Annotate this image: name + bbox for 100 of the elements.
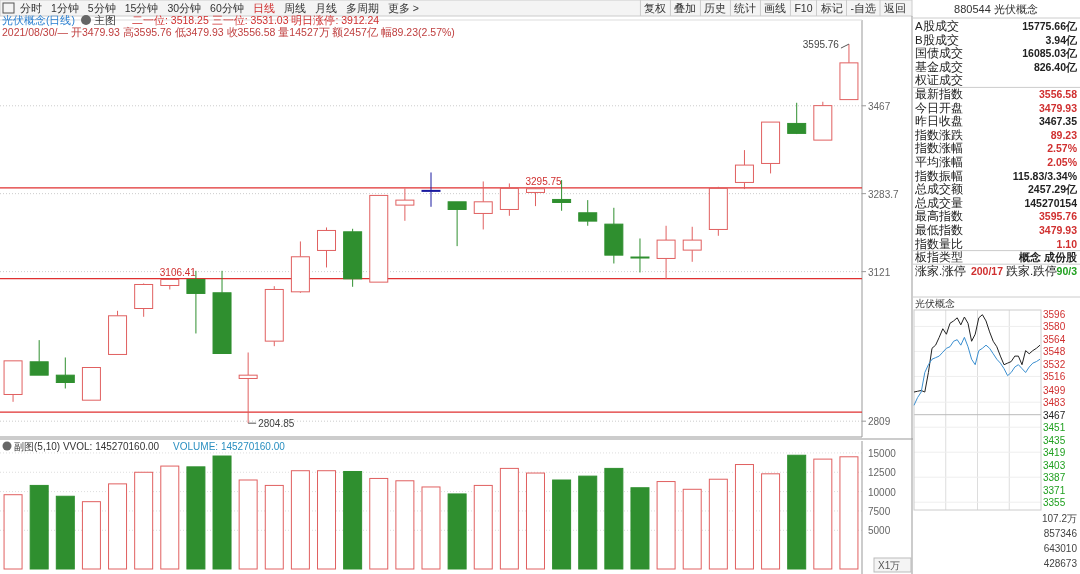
bar: [708, 478, 728, 570]
category-label: 指数涨跌: [914, 128, 963, 141]
y-tick-label: 3467: [868, 100, 891, 112]
chart-subtitle: 主图: [94, 14, 116, 26]
category-label: 指数涨幅: [914, 142, 963, 155]
category-label: 最高指数: [915, 209, 963, 223]
category-label: 基金成交: [915, 59, 963, 73]
bar: [499, 467, 519, 570]
text: 3467.35: [1039, 115, 1077, 128]
chart-title: 光伏概念: [915, 298, 955, 309]
category-label: 昨日收盘: [915, 115, 963, 128]
bar: [525, 472, 545, 570]
y-tick-label: 15000: [868, 447, 897, 459]
text: 880544 光伏概念: [954, 3, 1038, 15]
text: 标记: [819, 2, 843, 14]
bar: [134, 471, 154, 570]
text: 3479.93: [1039, 224, 1077, 236]
bar: [369, 477, 389, 570]
annotation: 二一位: 3518.25 三一位: 3531.03 明日涨停: 3912.24: [132, 14, 380, 26]
text: 3479.93: [1039, 101, 1077, 114]
text: 周线: [283, 2, 306, 14]
text: 2457.29亿: [1028, 183, 1077, 196]
text: 145270154: [1024, 196, 1077, 209]
y-tick-label: 3596: [1043, 308, 1066, 320]
bar: [813, 458, 833, 570]
y-tick-label: 3516: [1043, 371, 1066, 383]
y-tick-label: 3564: [1043, 333, 1066, 345]
text: 857346: [1043, 528, 1078, 539]
bar: [81, 501, 101, 570]
category-label: 平均涨幅: [915, 156, 963, 168]
text: 2.57%: [1047, 142, 1077, 155]
text: 1分钟: [51, 2, 79, 14]
bar: [55, 495, 75, 570]
text: 概念 成份股: [1019, 251, 1077, 264]
bar: [447, 493, 467, 570]
chart-title: 光伏概念(日线): [2, 14, 75, 26]
text: 分时: [20, 2, 42, 14]
text: 复权: [644, 2, 667, 14]
text: 107.2万: [1041, 513, 1077, 524]
bar: [734, 464, 754, 570]
text: 89.23: [1050, 128, 1077, 141]
line-series: [913, 314, 1041, 393]
bar: [761, 473, 781, 570]
text: 826.40亿: [1033, 60, 1077, 73]
bar: [787, 454, 807, 570]
category-label: 国债成交: [915, 46, 963, 60]
text: 200/17: [970, 264, 1003, 277]
bar: [656, 481, 676, 570]
y-tick-label: 3580: [1043, 321, 1066, 333]
text: 统计: [734, 2, 757, 14]
bar: [421, 486, 441, 570]
category-label: 今日开盘: [915, 101, 963, 114]
text: 叠加: [674, 2, 697, 14]
y-tick-label: 3121: [868, 266, 891, 278]
category-label: 板指类型: [914, 251, 963, 264]
y-tick-label: 3467: [1043, 409, 1066, 421]
bar: [186, 466, 206, 570]
category-label: 总成交额: [914, 182, 963, 196]
bar: [343, 470, 363, 570]
text: 日线: [252, 2, 275, 14]
bar: [839, 456, 859, 570]
category-label: 权证成交: [914, 73, 963, 87]
category-label: A股成交: [915, 19, 959, 32]
bar: [3, 494, 23, 570]
text: 3595.76: [1039, 210, 1077, 223]
category-label: 涨家.涨停: [915, 263, 967, 277]
text: 月线: [314, 2, 337, 14]
text: 多周期: [345, 2, 379, 14]
text: 16085.03亿: [1022, 47, 1077, 60]
text: 5分钟: [87, 2, 116, 14]
y-tick-label: 3435: [1043, 434, 1066, 446]
bar: [682, 488, 702, 570]
y-tick-label: 3532: [1043, 358, 1066, 370]
y-tick-label: 10000: [868, 486, 897, 498]
text: 画线: [764, 2, 787, 14]
bar: [238, 479, 258, 570]
y-tick-label: 3483: [1043, 397, 1066, 409]
y-tick-label: 12500: [868, 467, 897, 479]
text: 返回: [884, 2, 906, 14]
category-label: 跌家.跌停: [1006, 263, 1058, 277]
text: 90/3: [1056, 264, 1077, 277]
y-tick-label: 3387: [1043, 472, 1066, 484]
bar: [29, 484, 49, 570]
text: 3595.76: [802, 39, 839, 51]
line-series: [913, 336, 1041, 406]
y-tick-label: 2809: [868, 416, 891, 428]
y-tick-label: 3548: [1043, 346, 1066, 358]
y-tick-label: 7500: [868, 505, 891, 517]
bar: [212, 455, 232, 570]
text: 3.94亿: [1045, 33, 1077, 46]
chart-title: 副图(5,10) VVOL: 145270160.00: [14, 441, 160, 452]
text: F10: [794, 2, 813, 14]
text: 历史: [704, 2, 727, 14]
y-tick-label: 3355: [1043, 497, 1066, 509]
y-tick-label: 3419: [1043, 447, 1066, 459]
annotation: 2021/08/30/— 开3479.93 高3595.76 低3479.93 收3556.58 量14527万 额2457亿 幅89.23(2.57%): [2, 26, 455, 38]
text: 60分钟: [210, 2, 244, 14]
bar: [160, 465, 180, 570]
text: 643010: [1043, 543, 1078, 554]
bar: [578, 475, 598, 570]
